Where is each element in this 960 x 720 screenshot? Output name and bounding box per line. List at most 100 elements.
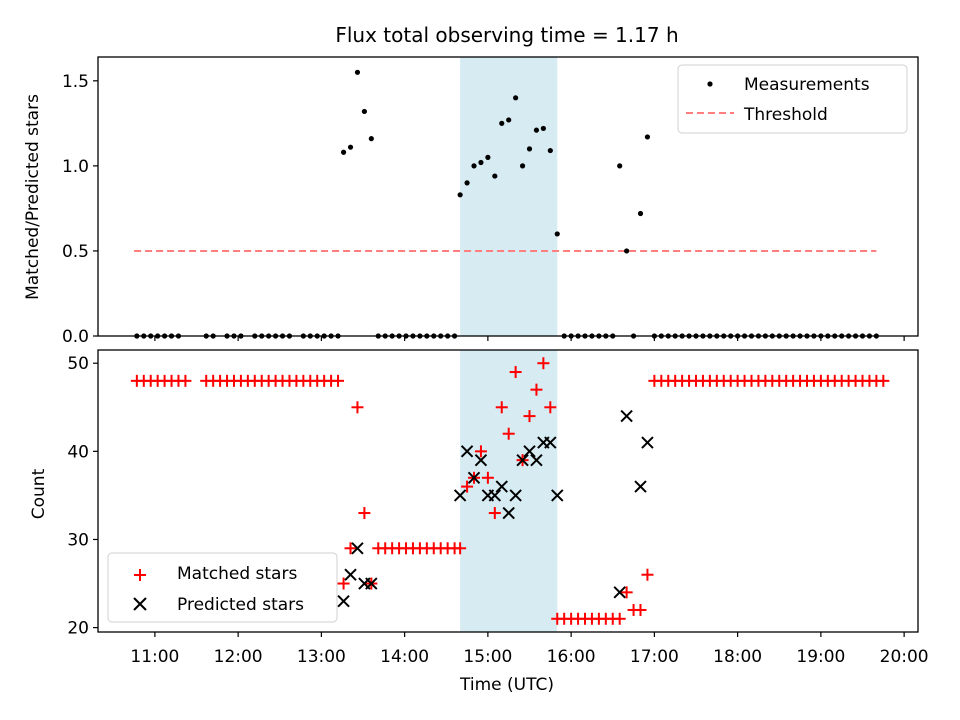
measurement-point <box>637 210 644 217</box>
measurement-point <box>617 163 623 169</box>
legend-marker-matched-stars <box>134 569 146 581</box>
predicted-star-point <box>495 480 508 493</box>
predicted-star-point <box>613 586 626 599</box>
predicted-star-point <box>620 409 633 423</box>
bottom-shaded-span <box>460 350 558 632</box>
bottom-y-ticks: 20 30 40 50 <box>67 354 98 639</box>
top-legend: Measurements Threshold <box>677 64 908 134</box>
measurement-point <box>519 163 526 169</box>
matched-star-point <box>537 357 550 370</box>
matched-star-point <box>481 471 494 484</box>
matched-star-point <box>488 507 501 520</box>
measurement-point <box>513 95 519 101</box>
bottom-y-axis-label: Count <box>29 468 49 519</box>
matched-star-point <box>620 586 633 599</box>
bottom-x-axis-label: Time (UTC) <box>459 675 554 695</box>
measurement-point <box>540 125 546 132</box>
top-shaded-span <box>460 57 558 336</box>
y-tick-label: 30 <box>67 530 89 550</box>
measurement-point <box>533 127 540 133</box>
bottom-matched-points <box>130 357 890 625</box>
predicted-star-point <box>530 453 543 467</box>
bottom-x-ticks: 11:00 12:00 13:00 14:00 15:00 16:00 17:00 18:00… <box>130 632 929 667</box>
measurement-point <box>644 134 651 140</box>
bottom-legend-box <box>107 552 338 623</box>
measurement-point <box>492 173 498 179</box>
x-tick-label: 12:00 <box>214 647 263 667</box>
measurement-point <box>354 69 361 75</box>
predicted-star-point <box>337 594 350 608</box>
matched-star-point <box>641 568 654 581</box>
legend-label-threshold: Threshold <box>743 105 828 125</box>
predicted-star-point <box>509 489 522 502</box>
matched-star-point <box>344 542 357 555</box>
x-tick-label: 17:00 <box>630 647 679 667</box>
predicted-star-point <box>488 489 502 502</box>
bottom-predicted-points <box>337 409 654 608</box>
top-y-ticks: 0.0 0.5 1.0 1.5 <box>62 72 98 347</box>
measurement-point <box>624 248 630 254</box>
matched-star-point <box>877 374 890 387</box>
top-plot: 0.0 0.5 1.0 1.5 Matched/Predicted stars Mea… <box>23 56 919 347</box>
predicted-star-point <box>453 489 467 502</box>
x-tick-label: 16:00 <box>547 647 596 667</box>
y-tick-label: 1.0 <box>62 157 89 177</box>
matched-star-point <box>509 366 522 379</box>
predicted-star-point <box>544 436 557 449</box>
top-x-ticks <box>154 336 905 341</box>
predicted-star-point <box>365 577 378 590</box>
matched-star-point <box>358 507 371 520</box>
legend-marker-measurements <box>707 81 713 87</box>
measurement-point <box>526 146 533 152</box>
measurement-point <box>340 149 347 155</box>
measurement-point <box>485 154 491 160</box>
measurement-point <box>547 147 553 154</box>
x-tick-label: 19:00 <box>796 647 845 667</box>
predicted-star-point <box>516 453 529 467</box>
predicted-star-point <box>460 445 474 458</box>
legend-marker-predicted-stars <box>133 597 147 611</box>
predicted-star-point <box>502 506 515 520</box>
predicted-star-point <box>641 436 654 449</box>
matched-star-point <box>523 410 536 423</box>
y-tick-label: 40 <box>67 442 89 462</box>
matched-star-point <box>351 401 364 414</box>
x-tick-label: 14:00 <box>380 647 429 667</box>
matched-star-point <box>179 374 192 387</box>
predicted-star-point <box>523 445 536 458</box>
measurement-point <box>368 136 374 142</box>
measurement-point <box>506 117 512 123</box>
matched-star-point <box>332 374 345 387</box>
y-tick-label: 50 <box>67 354 89 374</box>
figure-title: Flux total observing time = 1.17 h <box>335 23 678 47</box>
measurement-point <box>361 108 367 115</box>
predicted-star-point <box>351 542 364 555</box>
predicted-star-point <box>634 480 647 493</box>
measurement-point <box>471 163 477 169</box>
y-tick-label: 20 <box>67 619 89 639</box>
x-tick-label: 15:00 <box>463 647 512 667</box>
matched-star-point <box>502 427 515 440</box>
legend-label-matched-stars: Matched stars <box>177 564 297 584</box>
matched-star-point <box>634 603 647 616</box>
y-tick-label: 1.5 <box>62 72 89 92</box>
x-tick-label: 20:00 <box>880 647 929 667</box>
matched-star-point <box>530 383 543 396</box>
top-axes-frame <box>97 56 919 337</box>
measurement-point <box>499 120 505 126</box>
predicted-star-point <box>474 453 488 467</box>
legend-label-measurements: Measurements <box>744 75 870 95</box>
measurement-point <box>457 192 463 198</box>
measurement-point <box>478 159 484 166</box>
y-tick-label: 0.5 <box>62 242 89 262</box>
bottom-legend: Matched stars Predicted stars <box>107 552 338 623</box>
measurement-point <box>347 144 354 150</box>
top-y-axis-label: Matched/Predicted stars <box>23 94 43 300</box>
x-tick-label: 18:00 <box>713 647 762 667</box>
matched-star-point <box>474 445 487 458</box>
x-tick-label: 11:00 <box>130 647 179 667</box>
y-tick-label: 0.0 <box>62 327 89 347</box>
bottom-axes-frame <box>97 349 919 633</box>
